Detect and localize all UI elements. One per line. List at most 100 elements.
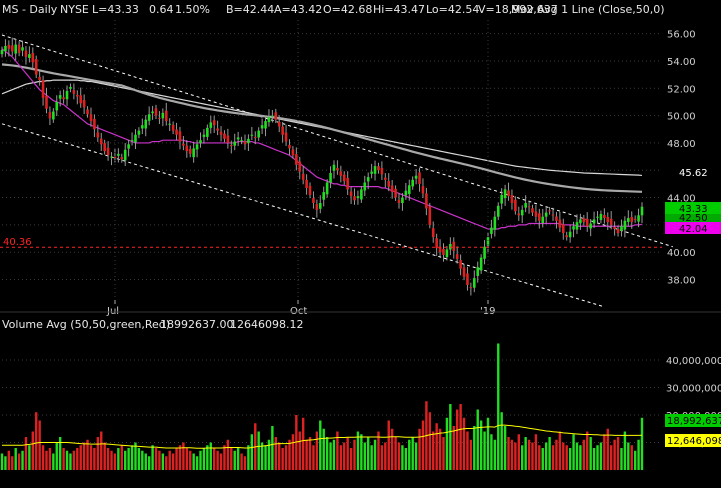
candle-body <box>202 134 206 137</box>
candle <box>96 124 100 142</box>
candle-body <box>298 161 302 172</box>
candle <box>449 237 452 256</box>
candle <box>305 174 308 195</box>
candle-body <box>579 219 582 224</box>
volume-bar <box>534 434 538 470</box>
volume-bar <box>459 404 462 470</box>
candle <box>322 186 326 207</box>
volume-bar <box>613 439 616 470</box>
candle <box>325 179 329 198</box>
candle <box>500 188 503 210</box>
header-symbol: MS - Daily <box>2 3 58 16</box>
candle <box>260 118 264 135</box>
volume-bar <box>521 445 524 470</box>
candle <box>72 83 76 100</box>
volume-bar <box>408 439 411 470</box>
volume-bar <box>353 439 356 470</box>
candle <box>390 179 394 199</box>
volume-bar <box>541 448 544 470</box>
volume-bar <box>223 445 226 470</box>
candle-body <box>223 133 226 139</box>
volume-bar <box>568 448 572 470</box>
candle <box>548 206 551 215</box>
price-tick-label: 50.00 <box>667 112 696 123</box>
price-tag-ma50: 42.04 <box>665 222 721 235</box>
candle <box>435 233 438 256</box>
volume-bar <box>212 448 216 470</box>
candle-body <box>137 130 141 135</box>
candle <box>630 211 634 229</box>
candle-body <box>305 179 308 188</box>
volume-bar <box>281 448 284 470</box>
candle-body <box>14 44 17 54</box>
candle-body <box>113 156 117 158</box>
candle-body <box>394 188 397 198</box>
candle <box>349 187 353 204</box>
candle <box>130 132 134 146</box>
candle-body <box>606 216 610 223</box>
price-tag-last-bg <box>665 202 721 214</box>
volume-bar <box>551 445 555 470</box>
candle <box>483 240 486 265</box>
candle-body <box>86 109 89 115</box>
candle-body <box>182 143 185 146</box>
candle-body <box>65 91 69 100</box>
candle-body <box>616 228 620 234</box>
volume-bar <box>55 442 58 470</box>
volume-bar <box>305 439 308 470</box>
candle <box>236 131 240 147</box>
candle-body <box>613 227 616 229</box>
volume-bar <box>199 450 202 470</box>
candle <box>288 139 291 156</box>
candle-body <box>339 171 343 176</box>
volume-bar <box>394 437 397 470</box>
volume-bar <box>332 439 336 470</box>
candle <box>370 163 373 179</box>
volume-bar <box>161 453 165 470</box>
candle-body <box>301 173 305 180</box>
candle <box>414 169 418 185</box>
candle-body <box>325 182 329 195</box>
candle <box>52 108 55 123</box>
candle-body <box>175 129 178 135</box>
candle <box>154 104 158 120</box>
candle <box>407 179 411 201</box>
candle-body <box>130 140 134 142</box>
candle-body <box>171 124 175 131</box>
candle <box>514 196 517 215</box>
volume-bar <box>264 445 267 470</box>
candle-body <box>363 182 367 191</box>
volume-bar <box>462 417 466 470</box>
volume-bar <box>48 448 52 470</box>
candle <box>558 211 562 233</box>
candle-body <box>110 156 113 158</box>
candle <box>168 118 172 132</box>
volume-bar <box>336 431 339 470</box>
candle <box>541 208 545 228</box>
candle-body <box>514 199 517 212</box>
candle <box>164 102 168 126</box>
volume-bar <box>373 439 377 470</box>
header-exchange: NYSE <box>60 3 89 16</box>
price-tick-label: 44.00 <box>667 194 696 205</box>
candle <box>538 208 541 229</box>
volume-bar <box>538 445 541 470</box>
candle <box>387 173 391 192</box>
volume-bar <box>274 437 277 470</box>
candle <box>284 124 288 147</box>
candle <box>544 206 548 224</box>
candle <box>384 173 387 188</box>
volume-bar <box>62 448 65 470</box>
candle <box>469 282 473 296</box>
candle <box>585 212 589 232</box>
candle <box>490 219 493 239</box>
moving-average-lines <box>1 48 643 230</box>
candle-body <box>342 174 346 182</box>
candle <box>21 40 24 57</box>
candle <box>62 89 65 104</box>
candle <box>431 221 435 243</box>
candle-body <box>548 210 551 212</box>
volume-bar <box>418 428 421 470</box>
candle-body <box>103 143 106 152</box>
